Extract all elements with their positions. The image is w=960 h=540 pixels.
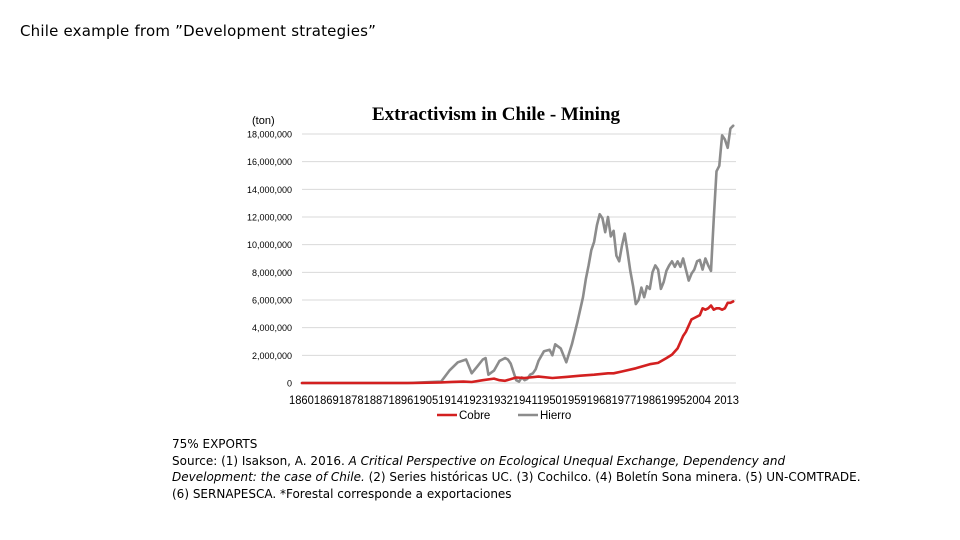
y-tick-label: 6,000,000 [252,296,292,306]
slide-title: Chile example from ”Development strategi… [20,22,377,40]
source-line-1: Source: (1) Isakson, A. 2016. A Critical… [172,453,872,470]
y-tick-labels: 0 2,000,000 4,000,000 6,000,000 8,000,000 10,… [247,130,292,389]
y-tick-label: 8,000,000 [252,268,292,278]
series-lines [300,124,735,385]
y-tick-label: 14,000,000 [247,185,292,195]
source-list: (2) Series históricas UC. (3) Cochilco. … [364,470,861,484]
notes-block: 75% EXPORTS Source: (1) Isakson, A. 2016… [172,436,872,502]
chart-title: Extractivism in Chile - Mining [372,104,621,125]
source-line-2: Development: the case of Chile. (2) Seri… [172,469,872,486]
x-tick-labels: 1860186918781887189619051914192319321941… [289,395,739,407]
series-line-cobre [300,300,735,385]
y-tick-label: 10,000,000 [247,240,292,250]
legend-label-hierro: Hierro [540,410,571,422]
y-tick-label: 12,000,000 [247,213,292,223]
source-title-part-1: A Critical Perspective on Ecological Une… [348,453,786,468]
source-prefix: Source: (1) Isakson, A. 2016. [172,453,349,468]
y-tick-label: 16,000,000 [247,157,292,167]
y-tick-label: 4,000,000 [252,323,292,333]
legend-label-cobre: Cobre [459,410,490,422]
gridlines [302,133,736,384]
source-line-3: (6) SERNAPESCA. *Forestal corresponde a … [172,486,512,501]
series-line-hierro [300,124,735,385]
y-unit-label: (ton) [252,115,275,127]
y-tick-label: 18,000,000 [247,130,292,140]
source-title-part-2: Development: the case of Chile. [172,470,365,484]
y-tick-label: 2,000,000 [252,351,292,361]
exports-note: 75% EXPORTS [172,437,258,451]
y-tick-label: 0 [287,379,292,389]
legend: Cobre Hierro [437,410,571,422]
